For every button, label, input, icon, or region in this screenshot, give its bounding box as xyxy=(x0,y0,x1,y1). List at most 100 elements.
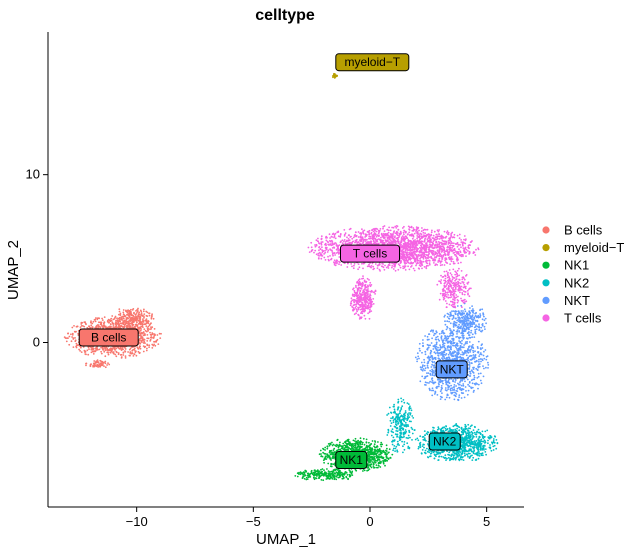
data-point xyxy=(132,321,134,324)
data-point xyxy=(414,438,417,441)
data-point xyxy=(313,471,316,474)
data-point xyxy=(481,452,484,454)
data-point xyxy=(110,317,113,320)
data-point xyxy=(369,447,372,449)
data-point xyxy=(125,317,128,319)
data-point xyxy=(326,468,328,470)
data-point xyxy=(473,376,476,379)
data-point xyxy=(80,346,82,349)
data-point xyxy=(88,348,90,350)
data-point xyxy=(82,346,85,348)
data-point xyxy=(471,437,474,440)
data-point xyxy=(443,351,446,354)
data-point xyxy=(419,446,422,448)
data-point xyxy=(460,456,462,459)
data-point xyxy=(462,353,465,356)
data-point xyxy=(122,323,125,326)
data-point xyxy=(146,343,149,346)
data-point xyxy=(424,381,427,384)
data-point xyxy=(374,461,377,464)
data-point xyxy=(90,348,93,351)
data-point xyxy=(424,434,426,436)
data-point xyxy=(333,447,336,450)
data-point xyxy=(380,455,383,458)
data-point xyxy=(395,420,398,423)
data-point xyxy=(378,453,380,456)
data-point xyxy=(394,426,397,428)
data-point xyxy=(326,477,329,480)
data-point xyxy=(400,400,403,403)
data-point xyxy=(324,471,327,474)
data-point xyxy=(68,343,71,346)
data-point xyxy=(138,326,141,329)
data-point xyxy=(101,364,103,367)
data-point xyxy=(448,451,451,454)
data-point xyxy=(101,319,104,321)
data-point xyxy=(333,454,336,456)
data-point xyxy=(145,349,148,352)
data-point xyxy=(400,430,402,432)
data-point xyxy=(416,360,418,363)
data-point xyxy=(427,372,430,374)
data-point xyxy=(389,419,392,422)
data-point xyxy=(454,381,456,383)
data-point xyxy=(454,428,457,431)
data-point xyxy=(485,453,487,456)
data-point xyxy=(470,329,473,332)
data-point xyxy=(298,473,300,475)
data-point xyxy=(81,321,84,324)
data-point xyxy=(432,331,434,333)
data-point xyxy=(345,472,348,474)
data-point xyxy=(71,332,74,335)
data-point xyxy=(369,459,372,462)
data-point xyxy=(131,314,134,317)
data-point xyxy=(133,349,136,351)
data-point xyxy=(452,344,455,347)
data-point xyxy=(137,307,139,310)
data-point xyxy=(461,431,463,434)
data-point xyxy=(304,469,307,472)
data-point xyxy=(397,398,400,401)
data-point xyxy=(382,450,384,453)
data-point xyxy=(453,398,456,401)
data-point xyxy=(416,437,419,440)
data-point xyxy=(90,320,92,323)
data-point xyxy=(328,451,331,454)
data-point xyxy=(422,342,424,344)
data-point xyxy=(459,345,462,347)
data-point xyxy=(444,429,447,432)
data-point xyxy=(443,315,446,318)
data-point xyxy=(125,322,128,325)
data-point xyxy=(439,351,442,354)
data-point xyxy=(464,342,467,345)
data-point xyxy=(362,437,365,440)
data-point xyxy=(421,366,424,369)
data-point xyxy=(333,477,336,480)
data-point xyxy=(369,444,371,446)
data-point xyxy=(326,454,329,457)
data-point xyxy=(479,372,482,375)
data-point xyxy=(147,337,150,340)
data-point xyxy=(473,374,475,377)
data-point xyxy=(126,313,129,316)
data-point xyxy=(321,468,324,470)
data-point xyxy=(94,347,97,350)
data-point xyxy=(418,357,420,360)
data-point xyxy=(472,343,474,346)
data-point xyxy=(493,444,496,447)
data-point xyxy=(424,353,427,356)
data-point xyxy=(380,445,383,448)
data-point xyxy=(328,444,331,447)
data-point xyxy=(368,441,370,444)
data-point xyxy=(475,431,478,434)
data-point xyxy=(322,447,324,450)
data-point xyxy=(468,334,471,337)
data-point xyxy=(419,366,422,369)
data-point xyxy=(71,336,73,338)
data-point xyxy=(495,447,498,450)
data-point xyxy=(101,325,104,328)
data-point xyxy=(304,474,307,477)
data-point xyxy=(473,389,475,392)
data-point xyxy=(420,368,423,371)
